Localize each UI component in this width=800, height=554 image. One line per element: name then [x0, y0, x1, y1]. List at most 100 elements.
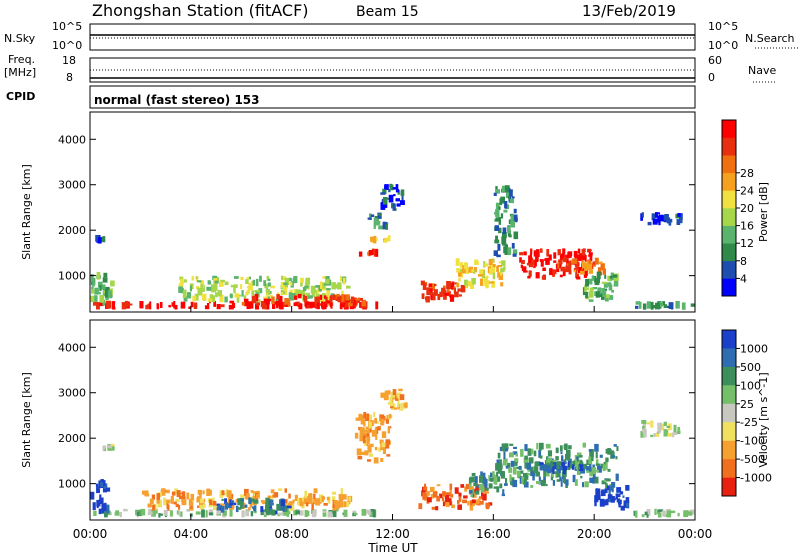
- heat-cell: [559, 274, 563, 278]
- heat-cell: [526, 462, 532, 470]
- heat-cell: [495, 189, 500, 194]
- heat-cell: [284, 298, 289, 305]
- heat-cell: [282, 287, 288, 295]
- heat-cell: [673, 431, 678, 435]
- heat-cell: [564, 443, 568, 450]
- colorbar-swatch: [722, 348, 736, 368]
- heat-cell: [484, 488, 489, 491]
- x-tick-label: 04:00: [174, 527, 209, 541]
- heat-cell: [458, 272, 462, 277]
- heat-cell: [462, 499, 467, 504]
- heat-cell: [365, 426, 370, 431]
- heat-cell: [357, 297, 361, 301]
- heat-cell: [372, 509, 376, 518]
- heat-cell: [585, 291, 589, 299]
- heat-cell: [208, 504, 213, 508]
- heat-cell: [469, 505, 474, 511]
- heat-cell: [215, 292, 218, 298]
- heat-cell: [204, 305, 210, 310]
- heat-cell: [260, 506, 264, 513]
- heat-cell: [322, 302, 327, 310]
- heat-cell: [585, 279, 589, 287]
- heat-cell: [339, 501, 344, 508]
- heat-cell: [441, 287, 445, 293]
- heat-cell: [268, 508, 273, 515]
- heat-cell: [183, 295, 188, 302]
- heat-cell: [601, 480, 607, 485]
- heat-cell: [220, 279, 225, 283]
- heat-cell: [467, 500, 470, 506]
- heat-cell: [260, 509, 266, 516]
- heat-cell: [596, 465, 602, 473]
- heat-cell: [312, 509, 317, 516]
- heat-cell: [441, 497, 445, 502]
- heat-cell: [233, 502, 237, 506]
- colorbar-swatch: [722, 225, 736, 244]
- heat-cell: [500, 282, 504, 287]
- heat-cell: [119, 511, 122, 518]
- heat-cell: [467, 280, 472, 287]
- heat-cell: [147, 303, 151, 308]
- heat-cell: [91, 287, 94, 290]
- heat-cell: [531, 259, 535, 265]
- freq-ytick-bottom: 8: [66, 71, 73, 84]
- heat-cell: [642, 303, 647, 310]
- y-tick-label: 3000: [58, 387, 86, 400]
- heat-cell: [442, 491, 446, 497]
- heat-cell: [149, 498, 154, 505]
- heat-cell: [236, 295, 240, 303]
- heat-cell: [542, 267, 546, 271]
- heat-cell: [584, 263, 588, 271]
- heat-cell: [190, 493, 195, 501]
- heat-cell: [240, 501, 244, 509]
- heat-cell: [603, 288, 608, 291]
- heat-cell: [616, 446, 619, 452]
- heat-cell: [209, 489, 212, 496]
- heat-cell: [90, 274, 94, 282]
- heat-cell: [278, 512, 284, 516]
- heat-cell: [497, 243, 501, 251]
- heat-cell: [367, 459, 372, 462]
- heat-cell: [186, 492, 190, 500]
- heat-cell: [224, 502, 228, 510]
- heat-cell: [641, 420, 647, 424]
- heat-cell: [304, 301, 309, 307]
- colorbar-tick-label: 500: [740, 361, 761, 374]
- heat-cell: [100, 479, 104, 483]
- heat-cell: [244, 494, 247, 500]
- heat-cell: [240, 284, 243, 290]
- heat-cell: [241, 510, 245, 518]
- heat-cell: [214, 280, 219, 284]
- heat-cell: [551, 269, 557, 275]
- heat-cell: [379, 439, 384, 445]
- heat-cell: [384, 185, 389, 190]
- heat-cell: [382, 204, 388, 208]
- heat-cell: [207, 298, 213, 302]
- heat-cell: [188, 498, 193, 506]
- heat-cell: [650, 301, 654, 310]
- heat-cell: [523, 251, 527, 256]
- heat-cell: [500, 267, 505, 273]
- heat-cell: [521, 476, 525, 485]
- heat-cell: [578, 455, 583, 458]
- cpid-text: normal (fast stereo) 153: [94, 93, 260, 107]
- heat-cell: [460, 484, 465, 488]
- heat-cell: [493, 474, 497, 481]
- heat-cell: [512, 451, 518, 455]
- heat-cell: [606, 478, 611, 482]
- heat-cell: [400, 403, 404, 408]
- heat-cell: [449, 295, 455, 302]
- heat-cell: [245, 279, 249, 284]
- heat-cell: [290, 282, 293, 286]
- heat-cell: [316, 289, 319, 298]
- heat-cell: [533, 260, 537, 267]
- heat-cell: [501, 185, 505, 192]
- heat-cell: [472, 491, 477, 498]
- heat-cell: [580, 461, 584, 465]
- heat-cell: [400, 200, 405, 205]
- heat-cell: [339, 275, 342, 282]
- heat-cell: [688, 511, 693, 516]
- heat-cell: [305, 502, 309, 507]
- heat-cell: [568, 260, 572, 269]
- heat-cell: [641, 212, 644, 218]
